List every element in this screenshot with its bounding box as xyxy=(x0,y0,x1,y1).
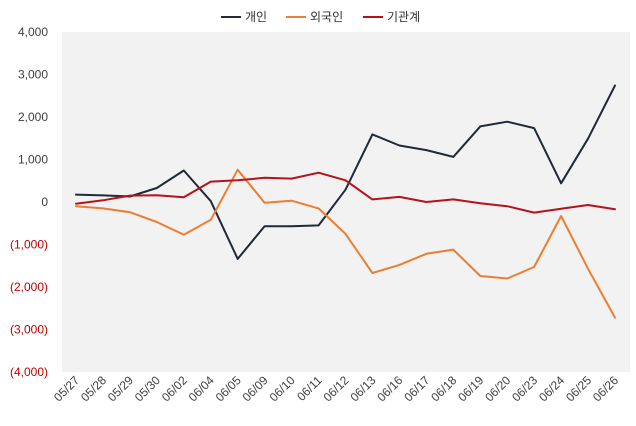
x-tick-label: 06/02 xyxy=(159,373,190,404)
x-tick-label: 05/27 xyxy=(51,373,82,404)
x-tick-label: 06/10 xyxy=(267,373,298,404)
x-tick-label: 06/19 xyxy=(455,373,486,404)
y-tick-label: 0 xyxy=(41,195,48,209)
x-tick-label: 06/11 xyxy=(294,373,325,404)
y-tick-label: 2,000 xyxy=(18,110,48,124)
x-axis-tick-labels: 05/2705/2805/2905/3006/0206/0406/0506/09… xyxy=(51,373,621,404)
x-tick-label: 06/24 xyxy=(536,373,567,404)
x-tick-label: 06/25 xyxy=(563,373,594,404)
x-tick-label: 05/30 xyxy=(132,373,163,404)
x-tick-label: 06/04 xyxy=(186,373,217,404)
y-tick-label: (1,000) xyxy=(10,238,48,252)
x-tick-label: 05/29 xyxy=(105,373,136,404)
y-tick-label: 1,000 xyxy=(18,153,48,167)
x-tick-label: 06/23 xyxy=(509,373,540,404)
x-tick-label: 06/09 xyxy=(240,373,271,404)
x-tick-label: 06/18 xyxy=(428,373,459,404)
y-tick-label: (3,000) xyxy=(10,323,48,337)
x-tick-label: 06/16 xyxy=(374,373,405,404)
x-tick-label: 05/28 xyxy=(78,373,109,404)
x-tick-label: 06/20 xyxy=(482,373,513,404)
y-axis-tick-labels: 4,000 3,000 2,000 1,000 0 (1,000) (2,000) (3,00… xyxy=(10,25,48,379)
y-tick-label: 3,000 xyxy=(18,68,48,82)
legend: 개인 외국인 기관계 xyxy=(221,10,420,24)
x-tick-label: 06/17 xyxy=(401,373,432,404)
series-lines xyxy=(75,84,616,319)
x-tick-label: 06/13 xyxy=(347,373,378,404)
series-line-1 xyxy=(75,84,616,260)
plot-area-background xyxy=(62,32,630,372)
series-line-2 xyxy=(75,168,616,319)
x-tick-label: 06/05 xyxy=(213,373,244,404)
y-tick-label: 4,000 xyxy=(18,25,48,39)
y-tick-label: (4,000) xyxy=(10,365,48,379)
legend-label-3: 기관계 xyxy=(387,10,420,24)
y-tick-label: (2,000) xyxy=(10,280,48,294)
legend-label-2: 외국인 xyxy=(310,10,343,24)
series-line-3 xyxy=(75,171,616,214)
legend-label-1: 개인 xyxy=(245,10,267,24)
x-tick-label: 06/26 xyxy=(590,373,621,404)
x-tick-label: 06/12 xyxy=(320,373,351,404)
